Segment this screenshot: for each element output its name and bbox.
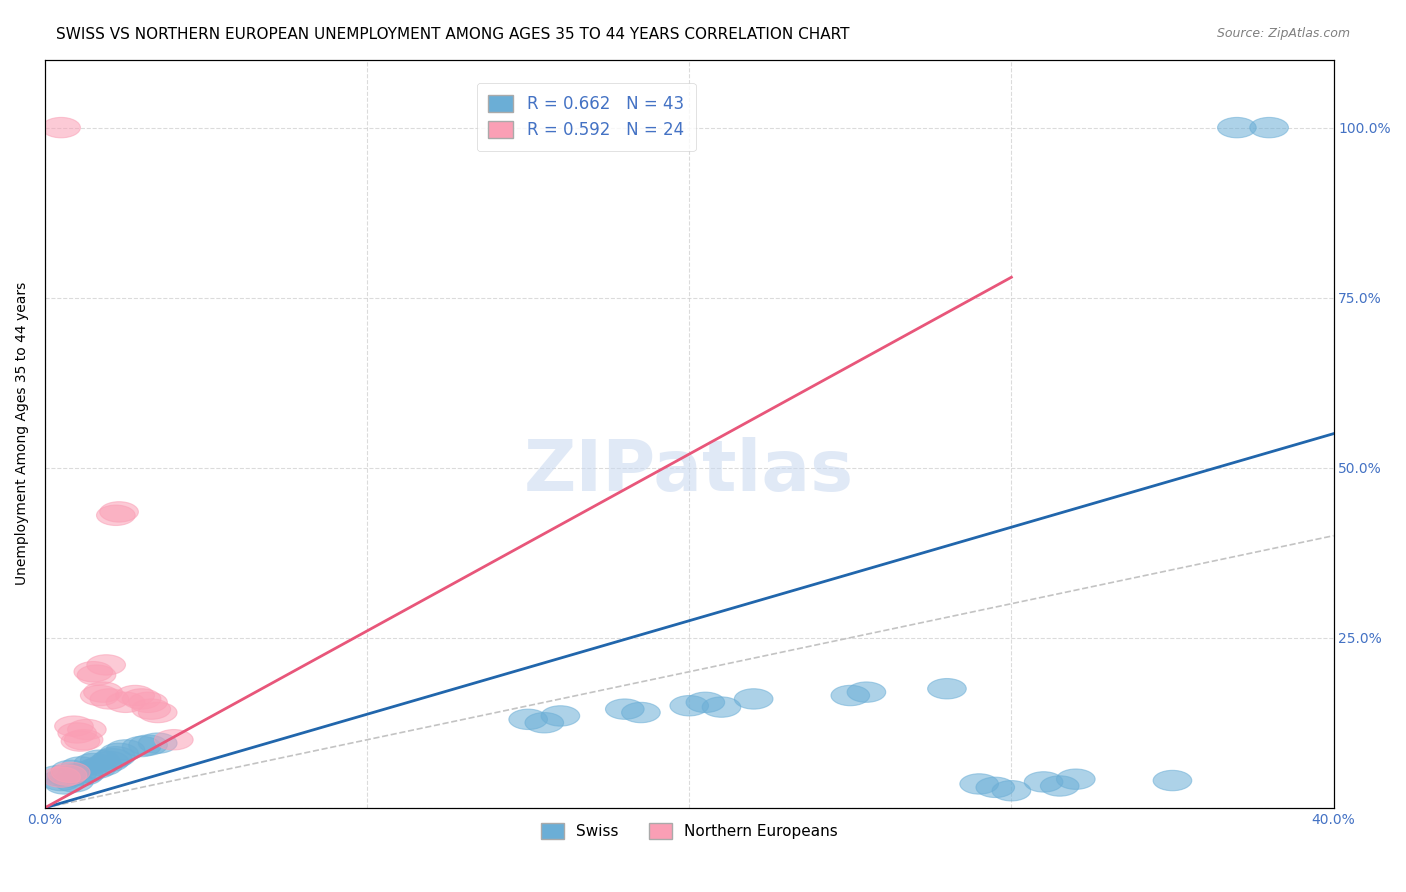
Ellipse shape bbox=[846, 681, 886, 702]
Ellipse shape bbox=[67, 719, 107, 739]
Ellipse shape bbox=[1218, 118, 1256, 138]
Ellipse shape bbox=[90, 751, 129, 772]
Ellipse shape bbox=[97, 505, 135, 525]
Ellipse shape bbox=[55, 716, 93, 736]
Ellipse shape bbox=[107, 692, 145, 713]
Ellipse shape bbox=[90, 689, 129, 709]
Ellipse shape bbox=[524, 713, 564, 733]
Ellipse shape bbox=[100, 501, 138, 522]
Ellipse shape bbox=[42, 767, 80, 788]
Ellipse shape bbox=[42, 771, 80, 790]
Ellipse shape bbox=[55, 772, 93, 792]
Ellipse shape bbox=[669, 696, 709, 716]
Ellipse shape bbox=[58, 723, 97, 743]
Ellipse shape bbox=[606, 699, 644, 719]
Ellipse shape bbox=[107, 739, 145, 760]
Ellipse shape bbox=[686, 692, 724, 713]
Ellipse shape bbox=[155, 730, 193, 750]
Ellipse shape bbox=[115, 685, 155, 706]
Ellipse shape bbox=[734, 689, 773, 709]
Ellipse shape bbox=[1250, 118, 1288, 138]
Ellipse shape bbox=[976, 777, 1015, 797]
Legend: Swiss, Northern Europeans: Swiss, Northern Europeans bbox=[534, 817, 844, 845]
Ellipse shape bbox=[129, 692, 167, 713]
Ellipse shape bbox=[52, 760, 90, 780]
Ellipse shape bbox=[621, 702, 661, 723]
Text: Source: ZipAtlas.com: Source: ZipAtlas.com bbox=[1216, 27, 1350, 40]
Text: ZIPatlas: ZIPatlas bbox=[524, 436, 855, 506]
Ellipse shape bbox=[1056, 769, 1095, 789]
Ellipse shape bbox=[83, 681, 122, 702]
Ellipse shape bbox=[138, 733, 177, 754]
Ellipse shape bbox=[65, 765, 103, 785]
Ellipse shape bbox=[132, 699, 170, 719]
Ellipse shape bbox=[83, 756, 122, 776]
Ellipse shape bbox=[831, 685, 870, 706]
Ellipse shape bbox=[1040, 776, 1078, 797]
Ellipse shape bbox=[702, 697, 741, 717]
Ellipse shape bbox=[60, 756, 100, 777]
Ellipse shape bbox=[65, 730, 103, 750]
Ellipse shape bbox=[122, 689, 160, 709]
Ellipse shape bbox=[509, 709, 547, 730]
Ellipse shape bbox=[129, 735, 167, 756]
Ellipse shape bbox=[97, 747, 135, 767]
Ellipse shape bbox=[93, 748, 132, 769]
Ellipse shape bbox=[67, 762, 107, 782]
Ellipse shape bbox=[1153, 771, 1192, 790]
Ellipse shape bbox=[58, 764, 97, 784]
Ellipse shape bbox=[87, 655, 125, 675]
Ellipse shape bbox=[80, 685, 120, 706]
Ellipse shape bbox=[77, 665, 115, 685]
Ellipse shape bbox=[928, 679, 966, 699]
Y-axis label: Unemployment Among Ages 35 to 44 years: Unemployment Among Ages 35 to 44 years bbox=[15, 282, 30, 585]
Ellipse shape bbox=[48, 765, 87, 785]
Ellipse shape bbox=[993, 780, 1031, 801]
Ellipse shape bbox=[80, 750, 120, 771]
Ellipse shape bbox=[541, 706, 579, 726]
Ellipse shape bbox=[38, 765, 77, 786]
Ellipse shape bbox=[60, 731, 100, 751]
Ellipse shape bbox=[77, 758, 115, 779]
Text: SWISS VS NORTHERN EUROPEAN UNEMPLOYMENT AMONG AGES 35 TO 44 YEARS CORRELATION CH: SWISS VS NORTHERN EUROPEAN UNEMPLOYMENT … bbox=[56, 27, 849, 42]
Ellipse shape bbox=[1024, 772, 1063, 792]
Ellipse shape bbox=[52, 762, 90, 782]
Ellipse shape bbox=[75, 754, 112, 773]
Ellipse shape bbox=[122, 736, 160, 756]
Ellipse shape bbox=[42, 118, 80, 138]
Ellipse shape bbox=[138, 702, 177, 723]
Ellipse shape bbox=[100, 743, 138, 764]
Ellipse shape bbox=[45, 773, 83, 794]
Ellipse shape bbox=[960, 773, 998, 794]
Ellipse shape bbox=[48, 767, 87, 788]
Ellipse shape bbox=[75, 662, 112, 681]
